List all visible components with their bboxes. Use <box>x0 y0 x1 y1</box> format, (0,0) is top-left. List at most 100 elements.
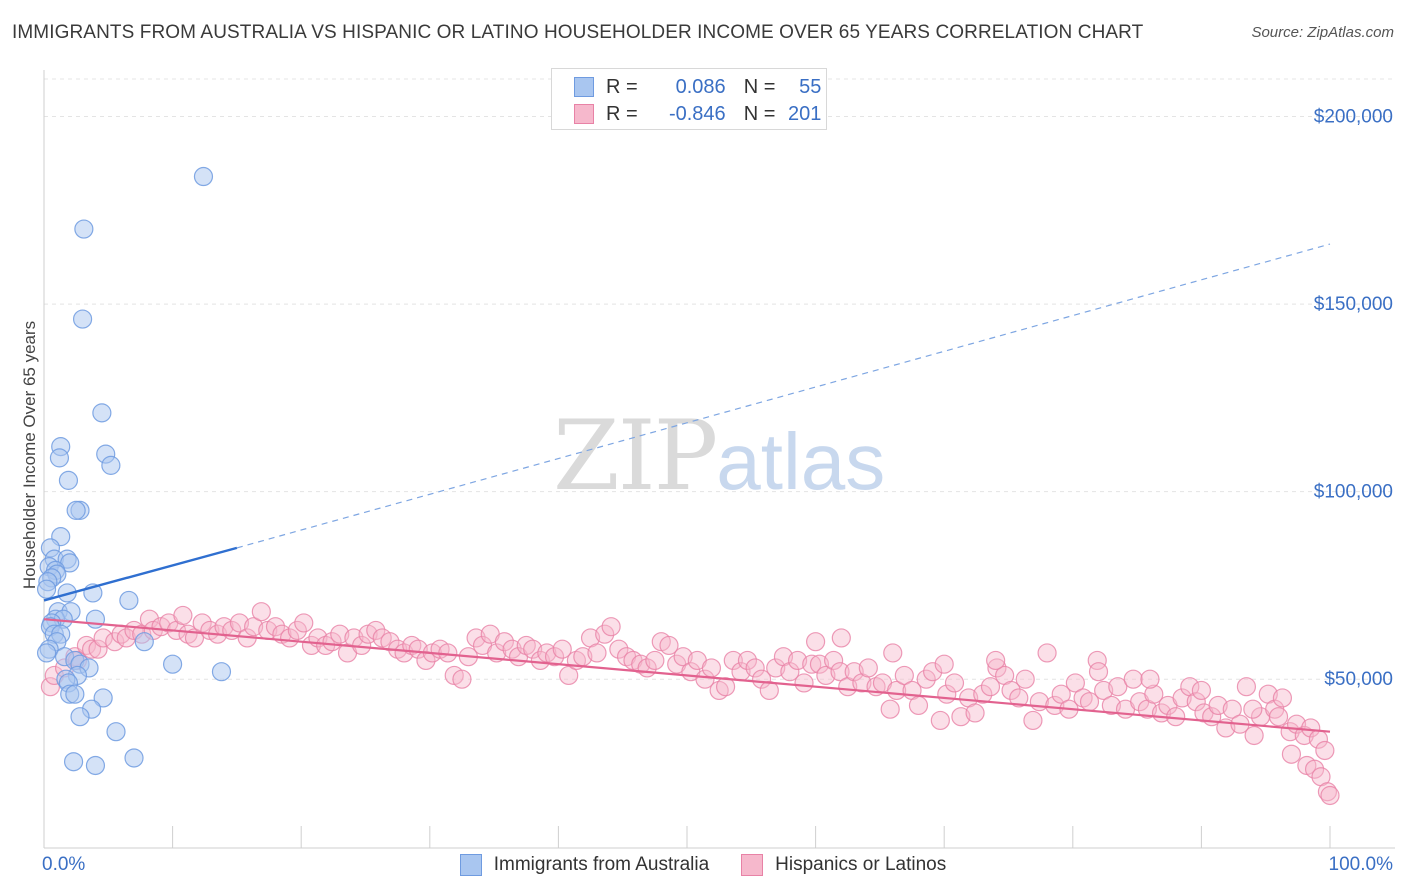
hispanic-point <box>1222 699 1242 719</box>
hispanic-point <box>1301 718 1321 738</box>
legend-swatch-hispanic <box>741 854 764 876</box>
hispanic-point <box>802 654 822 674</box>
legend-n-label: N = <box>743 75 776 98</box>
hispanic-point <box>894 665 914 686</box>
australia-point <box>163 654 183 674</box>
hispanic-point <box>116 628 136 648</box>
legend-row-australia: R = 0.086 N = 55 <box>574 75 821 99</box>
y-tick-label: $200,000 <box>1314 107 1393 128</box>
hispanic-point <box>880 699 900 719</box>
hispanic-point <box>416 650 436 671</box>
x-tick-label-max: 100.0% <box>1329 854 1394 875</box>
hispanic-point <box>244 617 264 637</box>
hispanic-point <box>1281 744 1302 764</box>
hispanic-point <box>287 620 307 641</box>
hispanic-point <box>1304 759 1325 779</box>
hispanic-point <box>1108 677 1128 697</box>
hispanic-point <box>587 643 607 663</box>
hispanic-point <box>858 658 878 678</box>
hispanic-point <box>759 680 779 701</box>
legend-swatch-australia <box>574 77 594 97</box>
hispanic-point <box>787 650 808 671</box>
hispanic-point <box>81 639 102 659</box>
hispanic-point <box>322 632 342 652</box>
hispanic-point <box>1144 684 1164 704</box>
hispanic-point <box>523 639 543 659</box>
hispanic-point <box>780 662 800 682</box>
australia-point <box>74 219 94 239</box>
legend-n-label: N = <box>743 102 776 125</box>
hispanic-point <box>466 628 486 648</box>
hispanic-point <box>645 650 665 671</box>
hispanic-point <box>76 635 97 656</box>
legend-swatch-australia <box>459 854 482 876</box>
hispanic-point <box>1088 662 1109 682</box>
hispanic-point <box>394 643 414 663</box>
hispanic-point <box>723 650 743 671</box>
australia-point <box>193 166 214 187</box>
hispanic-point <box>1268 707 1289 727</box>
australia-trend-line <box>43 546 238 602</box>
hispanic-point <box>494 632 514 652</box>
australia-point <box>85 755 106 776</box>
hispanic-point <box>831 628 851 648</box>
australia-point <box>58 470 79 490</box>
hispanic-point <box>408 639 428 659</box>
hispanic-point <box>830 662 850 682</box>
hispanic-point <box>1045 695 1065 716</box>
hispanic-point <box>1191 680 1212 701</box>
hispanic-point <box>40 677 61 697</box>
hispanic-point <box>766 658 786 678</box>
hispanic-point <box>987 658 1007 678</box>
hispanic-point <box>824 650 844 671</box>
legend-r-label: R = <box>606 102 638 125</box>
australia-point <box>36 579 57 599</box>
hispanic-point <box>229 613 250 633</box>
hispanic-point <box>1094 680 1114 701</box>
hispanic-point <box>715 677 736 697</box>
legend-r-label: R = <box>606 75 638 98</box>
hispanic-point <box>980 677 1001 697</box>
y-tick-label: $150,000 <box>1314 294 1393 315</box>
hispanic-point <box>1015 669 1035 689</box>
hispanic-point <box>809 654 830 674</box>
hispanic-point <box>559 665 579 686</box>
hispanic-point <box>380 632 400 652</box>
australia-point <box>72 309 93 329</box>
hispanic-point <box>552 639 572 659</box>
hispanic-point <box>609 639 629 659</box>
series-legend: Immigrants from Australia Hispanics or L… <box>0 852 1406 878</box>
australia-point <box>66 500 86 520</box>
hispanic-point <box>916 669 936 689</box>
watermark: ZIPatlas <box>553 400 885 512</box>
hispanic-point <box>1294 725 1314 746</box>
hispanic-point <box>751 669 772 689</box>
y-tick-label: $50,000 <box>1324 669 1393 690</box>
hispanic-point <box>951 707 971 727</box>
australia-point <box>124 748 144 768</box>
australia-point <box>49 448 70 468</box>
legend-swatch-hispanic <box>574 104 594 124</box>
hispanic-point <box>251 602 271 622</box>
hispanic-point <box>695 669 715 689</box>
legend-n-value: 55 <box>799 75 822 98</box>
australia-point <box>211 662 232 682</box>
legend-row-hispanic: R = -0.846 N = 201 <box>574 102 821 126</box>
hispanic-point <box>944 673 965 693</box>
y-tick-label: $100,000 <box>1314 482 1393 503</box>
hispanic-point <box>1315 740 1335 761</box>
hispanic-trend-line <box>43 618 1331 733</box>
hispanic-point <box>1244 725 1264 746</box>
australia-point <box>101 455 121 475</box>
hispanic-point <box>737 650 758 671</box>
hispanic-point <box>930 710 950 731</box>
legend-label-australia: Immigrants from Australia <box>493 854 710 875</box>
chart-title: IMMIGRANTS FROM AUSTRALIA VS HISPANIC OR… <box>12 22 1144 43</box>
hispanic-point <box>973 684 993 704</box>
hispanic-point <box>986 650 1006 671</box>
legend-label-hispanic: Hispanics or Latinos <box>775 854 947 875</box>
hispanic-point <box>1320 785 1340 806</box>
australia-point <box>70 707 90 727</box>
hispanic-point <box>294 613 314 633</box>
